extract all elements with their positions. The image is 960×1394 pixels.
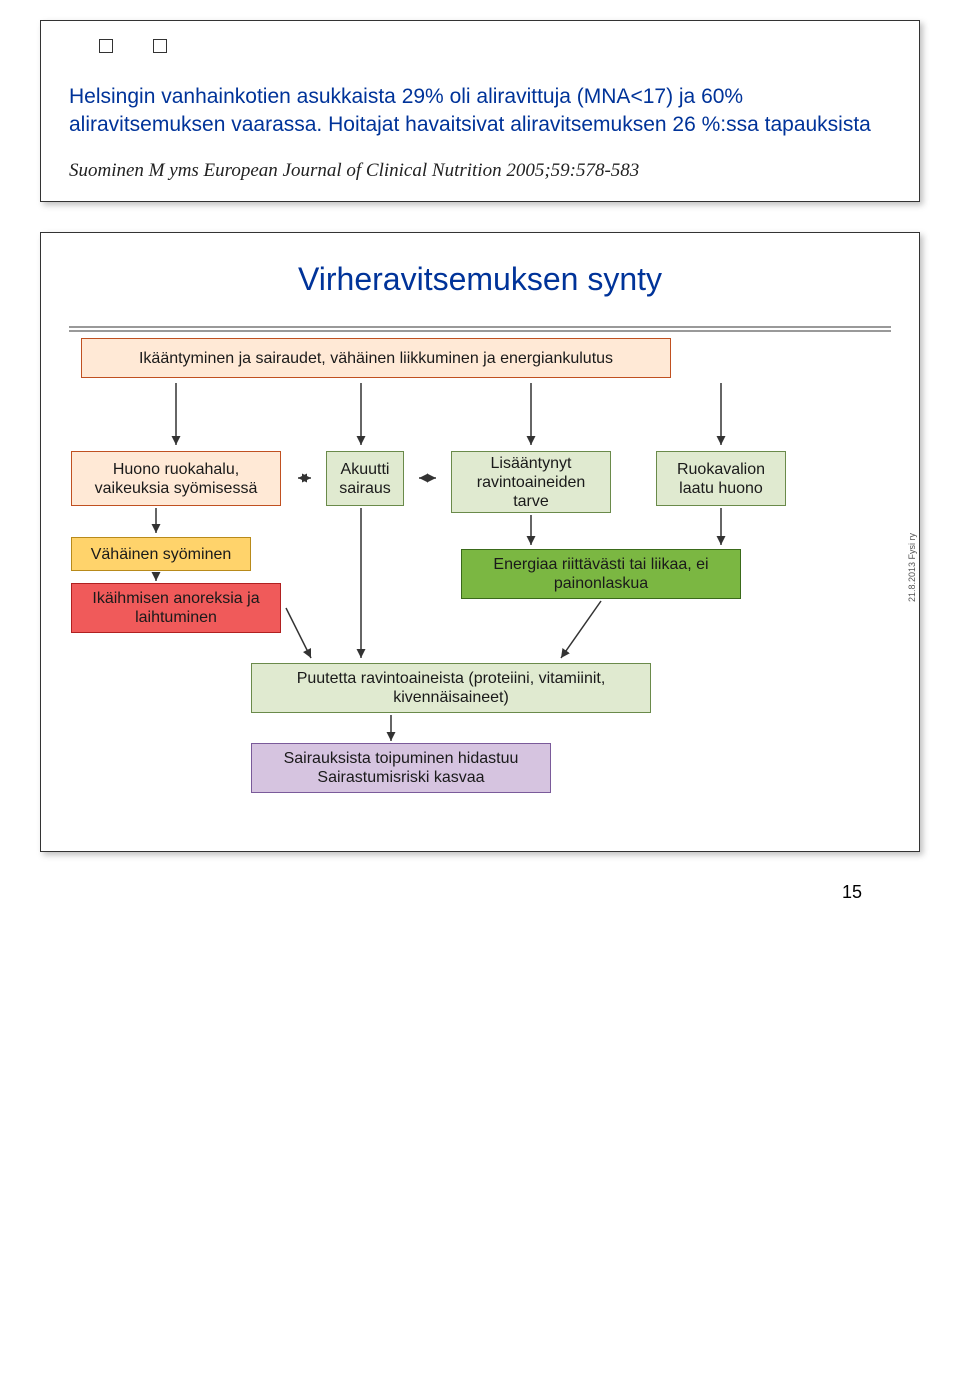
box-deficit: Puutetta ravintoaineista (proteiini, vit… <box>251 663 651 713</box>
side-caption: 21.8.2013 Fysi ry <box>907 533 917 602</box>
box-need: Lisääntynyt ravintoaineiden tarve <box>451 451 611 513</box>
box-eating: Vähäinen syöminen <box>71 537 251 571</box>
box-anorexia: Ikäihmisen anoreksia ja laihtuminen <box>71 583 281 633</box>
slide1-paragraph2: Suominen M yms European Journal of Clini… <box>69 158 891 184</box>
slide2-divider <box>69 326 891 332</box>
box-energy: Energiaa riittävästi tai liikaa, ei pain… <box>461 549 741 599</box>
box-acute: Akuutti sairaus <box>326 451 404 506</box>
box-outcome: Sairauksista toipuminen hidastuuSairastu… <box>251 743 551 793</box>
page-number: 15 <box>40 882 920 903</box>
box-top: Ikääntyminen ja sairaudet, vähäinen liik… <box>81 338 671 378</box>
image-frame-1 <box>99 39 113 53</box>
box-quality: Ruokavalion laatu huono <box>656 451 786 506</box>
slide1-paragraph1: Helsingin vanhainkotien asukkaista 29% o… <box>69 83 891 140</box>
image-row <box>59 39 901 53</box>
slide1-text: Helsingin vanhainkotien asukkaista 29% o… <box>59 73 901 183</box>
slide-1: Helsingin vanhainkotien asukkaista 29% o… <box>40 20 920 202</box>
slide2-title: Virheravitsemuksen synty <box>59 261 901 298</box>
image-frame-2 <box>153 39 167 53</box>
box-appetite: Huono ruokahalu, vaikeuksia syömisessä <box>71 451 281 506</box>
slide-2: Virheravitsemuksen synty 21.8.2013 Fysi … <box>40 232 920 852</box>
